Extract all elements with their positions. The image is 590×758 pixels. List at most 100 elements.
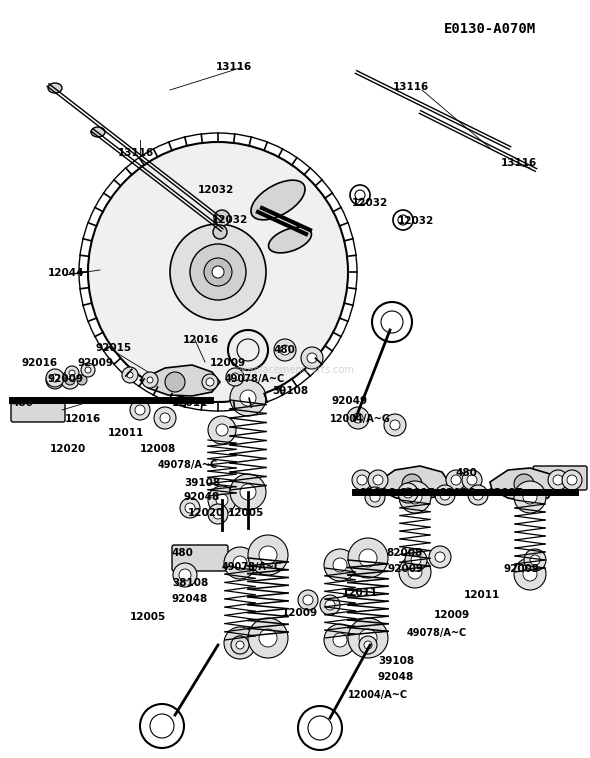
Circle shape xyxy=(208,416,236,444)
Text: 480: 480 xyxy=(456,468,478,478)
Circle shape xyxy=(514,474,534,494)
Text: 480: 480 xyxy=(172,548,194,558)
Text: 92009: 92009 xyxy=(48,374,84,384)
Circle shape xyxy=(462,470,482,490)
Text: 12004/A~C: 12004/A~C xyxy=(348,690,408,700)
Text: 12032: 12032 xyxy=(212,215,248,225)
Text: 12005: 12005 xyxy=(228,508,264,518)
Ellipse shape xyxy=(91,127,105,137)
Circle shape xyxy=(390,420,400,430)
Text: 92015: 92015 xyxy=(400,488,436,498)
Text: 13116: 13116 xyxy=(118,148,154,158)
Text: 92015: 92015 xyxy=(96,343,132,353)
Text: 12008: 12008 xyxy=(140,444,176,454)
Circle shape xyxy=(347,407,369,429)
Text: 12016: 12016 xyxy=(360,488,396,498)
Text: 39108: 39108 xyxy=(272,386,308,396)
Circle shape xyxy=(204,258,232,286)
Circle shape xyxy=(399,556,431,588)
Circle shape xyxy=(77,375,87,385)
Text: 92016: 92016 xyxy=(22,358,58,368)
Circle shape xyxy=(398,483,418,503)
Circle shape xyxy=(231,636,249,654)
Text: 12009: 12009 xyxy=(434,610,470,620)
Circle shape xyxy=(359,636,377,654)
Circle shape xyxy=(61,371,79,389)
Text: 12009: 12009 xyxy=(282,608,318,618)
Circle shape xyxy=(216,494,228,506)
Circle shape xyxy=(88,142,348,402)
FancyBboxPatch shape xyxy=(172,545,228,571)
Text: 12011: 12011 xyxy=(342,588,378,598)
Text: 12032: 12032 xyxy=(398,216,434,226)
Text: 92048: 92048 xyxy=(172,594,208,604)
Text: 480: 480 xyxy=(12,398,34,408)
Circle shape xyxy=(65,366,79,380)
Circle shape xyxy=(208,486,236,514)
Circle shape xyxy=(142,372,158,388)
Circle shape xyxy=(185,503,195,513)
Circle shape xyxy=(348,538,388,578)
Circle shape xyxy=(562,470,582,490)
Circle shape xyxy=(408,490,422,504)
Circle shape xyxy=(127,372,133,378)
Circle shape xyxy=(65,375,75,385)
Circle shape xyxy=(530,555,540,565)
Circle shape xyxy=(320,595,340,615)
Circle shape xyxy=(173,563,197,587)
Polygon shape xyxy=(490,468,556,502)
Circle shape xyxy=(364,641,372,649)
Ellipse shape xyxy=(48,83,62,93)
Text: 38108: 38108 xyxy=(172,578,208,588)
Circle shape xyxy=(473,490,483,500)
Text: 12016: 12016 xyxy=(183,335,219,345)
Circle shape xyxy=(402,474,422,494)
Circle shape xyxy=(333,558,347,572)
Text: 92049: 92049 xyxy=(332,396,368,406)
Circle shape xyxy=(352,470,372,490)
Text: E0130-A070M: E0130-A070M xyxy=(444,22,536,36)
Circle shape xyxy=(259,629,277,647)
Text: 82008: 82008 xyxy=(386,548,422,558)
Circle shape xyxy=(180,498,200,518)
Circle shape xyxy=(135,405,145,415)
Circle shape xyxy=(233,636,247,650)
Circle shape xyxy=(514,481,546,513)
Circle shape xyxy=(240,390,256,406)
Circle shape xyxy=(435,552,445,562)
Text: 12032: 12032 xyxy=(198,185,234,195)
Text: 92015: 92015 xyxy=(488,488,524,498)
Circle shape xyxy=(408,565,422,579)
Circle shape xyxy=(307,353,317,363)
FancyBboxPatch shape xyxy=(533,466,587,490)
Circle shape xyxy=(280,345,290,355)
Circle shape xyxy=(85,367,91,373)
Circle shape xyxy=(230,474,266,510)
Circle shape xyxy=(248,535,288,575)
Circle shape xyxy=(298,590,318,610)
Circle shape xyxy=(213,509,223,519)
Text: 12044: 12044 xyxy=(48,268,84,278)
Circle shape xyxy=(230,380,266,416)
Circle shape xyxy=(130,400,150,420)
Circle shape xyxy=(373,475,383,485)
Circle shape xyxy=(384,414,406,436)
Circle shape xyxy=(259,546,277,564)
Circle shape xyxy=(248,618,288,658)
Circle shape xyxy=(160,413,170,423)
Text: 12020: 12020 xyxy=(188,508,224,518)
Circle shape xyxy=(51,376,59,384)
Polygon shape xyxy=(140,365,220,396)
Circle shape xyxy=(324,624,356,656)
Circle shape xyxy=(236,641,244,649)
Circle shape xyxy=(523,567,537,581)
Circle shape xyxy=(208,504,228,524)
Circle shape xyxy=(467,475,477,485)
Circle shape xyxy=(214,210,230,226)
Circle shape xyxy=(46,369,64,387)
Text: 13116: 13116 xyxy=(216,62,253,72)
Circle shape xyxy=(50,375,60,385)
Circle shape xyxy=(274,339,296,361)
Circle shape xyxy=(224,547,256,579)
Circle shape xyxy=(353,413,363,423)
